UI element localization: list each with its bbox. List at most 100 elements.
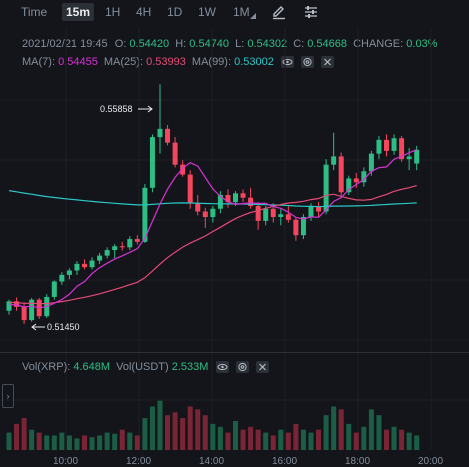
datetime: 2021/02/21 19:45: [22, 38, 108, 50]
volume-bar: [51, 435, 57, 450]
candle-body: [368, 153, 374, 172]
volume-bar: [187, 406, 193, 450]
candle-body: [195, 203, 201, 212]
chart-toolbar: Time 15m 1H 4H 1D 1W 1M: [0, 0, 469, 24]
candle-body: [165, 128, 171, 143]
volume-bar: [74, 438, 80, 450]
ma-settings-icon[interactable]: [300, 56, 314, 69]
candle-body: [255, 206, 261, 221]
volume-bar: [217, 426, 223, 450]
volume-bar: [293, 423, 299, 450]
candle-body: [217, 194, 223, 209]
volume-bar: [391, 426, 397, 450]
candle-body: [384, 139, 389, 151]
candle-body: [270, 208, 276, 218]
candle-body: [119, 246, 125, 248]
volume-bar: [195, 409, 201, 450]
volume-bar: [368, 409, 374, 450]
candle-body: [89, 260, 95, 268]
candle-body: [285, 214, 291, 220]
volume-bar: [89, 437, 95, 450]
ma-eye-icon[interactable]: [280, 56, 294, 69]
volume-bar: [97, 435, 103, 450]
candle-body: [59, 274, 65, 282]
interval-1w[interactable]: 1W: [198, 5, 216, 19]
time-button[interactable]: Time: [21, 5, 48, 19]
vol-close-icon[interactable]: [255, 361, 269, 374]
volume-bar: [300, 429, 306, 450]
vol-settings-icon[interactable]: [235, 361, 249, 374]
candle-body: [233, 193, 238, 203]
volume-bar: [104, 432, 110, 450]
vol-usdt-label: Vol(USDT): [116, 361, 169, 373]
x-tick-label: 10:00: [53, 456, 79, 467]
volume-bar: [316, 429, 322, 450]
volume-bar: [346, 423, 352, 450]
high-arrow-head: [147, 105, 153, 113]
candle-body: [74, 263, 80, 271]
volume-bar: [134, 435, 140, 450]
interval-1m-dropdown[interactable]: 1M: [233, 5, 250, 19]
volume-bar: [202, 415, 208, 450]
candle-body: [21, 306, 27, 321]
volume-readout: Vol(XRP): 4.648M Vol(USDT) 2.533M: [22, 360, 269, 374]
volume-bar: [361, 426, 367, 450]
candle-body: [82, 263, 87, 268]
volume-bar: [399, 429, 405, 450]
volume-bar: [323, 415, 329, 450]
candle-body: [187, 174, 193, 204]
ma-close-icon[interactable]: [321, 56, 335, 69]
volume-bar: [157, 400, 163, 450]
candle-body: [127, 239, 133, 248]
candle-body: [180, 164, 186, 175]
high-value: 0.54740: [189, 38, 230, 50]
volume-bar: [331, 406, 337, 450]
high-annotation: 0.55858: [100, 104, 133, 114]
volume-bar: [6, 432, 12, 450]
volume-bar: [59, 432, 65, 450]
volume-bar: [240, 429, 246, 450]
candle-body: [331, 156, 337, 165]
x-tick-label: 18:00: [345, 456, 371, 467]
ma7-label: MA(7):: [22, 56, 55, 68]
vol-eye-icon[interactable]: [215, 361, 229, 374]
settings-sliders-icon[interactable]: [302, 3, 320, 21]
candle-body: [323, 164, 329, 212]
open-label: O:: [114, 38, 127, 50]
volume-bar: [285, 432, 291, 450]
candle-body: [338, 156, 344, 193]
pencil-icon[interactable]: [270, 3, 288, 21]
candle-body: [6, 301, 12, 311]
interval-15m[interactable]: 15m: [62, 3, 95, 21]
x-tick-label: 20:00: [418, 456, 444, 467]
volume-bar: [270, 435, 276, 450]
interval-1d[interactable]: 1D: [167, 5, 183, 19]
candle-body: [240, 193, 246, 198]
close-label: C:: [293, 38, 305, 50]
interval-4h[interactable]: 4H: [136, 5, 152, 19]
candle-body: [391, 138, 397, 151]
candle-body: [399, 138, 405, 160]
volume-bar: [338, 409, 344, 450]
volume-bar: [44, 435, 50, 450]
pane-divider[interactable]: [0, 352, 469, 353]
interval-1h[interactable]: 1H: [105, 5, 121, 19]
chevron-right-icon[interactable]: ›: [2, 384, 14, 408]
vol-xrp-value: 4.648M: [73, 361, 111, 373]
volume-bar: [180, 418, 186, 450]
volume-bar: [255, 429, 261, 450]
candle-body: [308, 206, 314, 218]
candle-body: [414, 149, 420, 164]
change-value: 0.03%: [406, 38, 438, 50]
candle-body: [142, 187, 148, 242]
candle-body: [172, 142, 178, 165]
candle-body: [29, 299, 35, 321]
vol-xrp-label: Vol(XRP):: [22, 361, 71, 373]
ma25-value: 0.53993: [146, 56, 186, 68]
volume-bar: [384, 429, 389, 450]
volume-bar: [414, 435, 420, 450]
candle-body: [376, 139, 382, 154]
volume-bar: [119, 429, 125, 450]
candle-body: [157, 128, 163, 138]
